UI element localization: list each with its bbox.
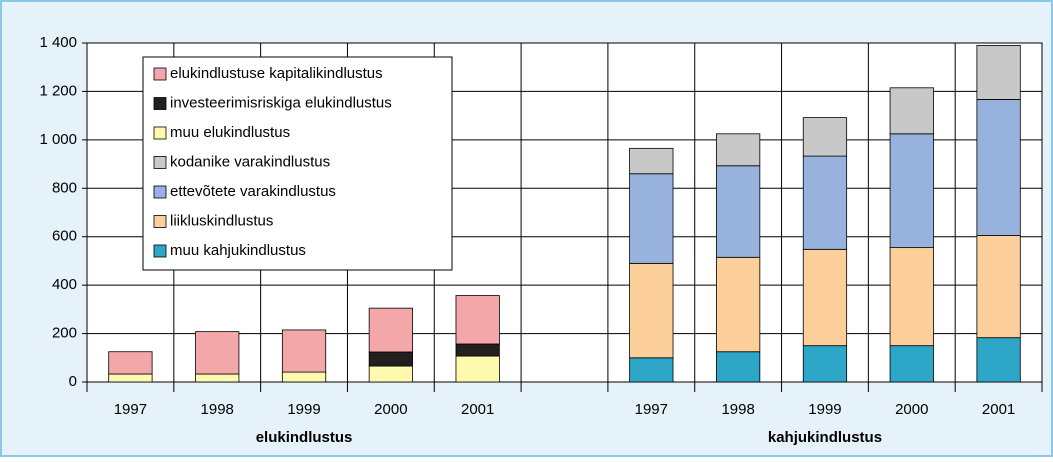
x-tick-label: 1999 (808, 401, 841, 418)
legend-label: investeerimisriskiga elukindlustus (170, 94, 392, 111)
bar-segment (455, 355, 500, 383)
y-tick-label: 400 (52, 276, 77, 293)
bar-segment (629, 357, 674, 383)
x-tick-label: 1997 (114, 401, 147, 418)
bar-segment (368, 351, 413, 367)
bar-segment (976, 99, 1021, 236)
bar-segment (108, 351, 153, 375)
legend-swatch (153, 156, 167, 169)
y-tick-label: 1 400 (39, 34, 77, 51)
bar-segment (195, 331, 240, 375)
legend-label: muu elukindlustus (170, 124, 290, 141)
bar-segment (195, 373, 240, 383)
bar-segment (802, 345, 848, 383)
legend-swatch (153, 185, 167, 199)
bar-segment (716, 351, 761, 383)
legend-swatch (153, 97, 167, 110)
x-tick-label: 2000 (374, 401, 407, 418)
y-tick-label: 800 (52, 179, 77, 196)
bar-segment (281, 371, 327, 383)
bar-segment (889, 87, 934, 135)
bar-segment (802, 155, 848, 250)
bar-segment (716, 133, 761, 167)
bar-segment (802, 248, 848, 347)
bar-segment (802, 117, 848, 157)
legend-swatch (153, 126, 167, 140)
bar-segment (281, 329, 327, 373)
bar-segment (629, 147, 674, 175)
legend-box (142, 56, 453, 271)
bar-segment (716, 165, 761, 258)
bar-segment (716, 256, 761, 353)
bar-segment (976, 45, 1021, 100)
bar-segment (368, 307, 413, 353)
x-tick-label: 1998 (721, 401, 754, 418)
bar-segment (368, 365, 413, 383)
x-tick-label: 2001 (982, 401, 1015, 418)
y-tick-label: 1 000 (39, 131, 77, 148)
bar-segment (455, 343, 500, 357)
legend-label: ettevõtete varakindlustus (170, 183, 336, 200)
bar-segment (976, 235, 1021, 339)
bar-segment (889, 133, 934, 249)
bar-segment (976, 337, 1021, 383)
legend-label: liikluskindlustus (170, 212, 273, 229)
x-tick-label: 1999 (287, 401, 320, 418)
x-tick-label: 1997 (635, 401, 668, 418)
legend-swatch (153, 244, 167, 258)
bar-segment (889, 345, 934, 383)
group-label: elukindlustus (256, 429, 353, 446)
legend-swatch (153, 67, 167, 81)
group-label: kahjukindlustus (768, 429, 882, 446)
legend-label: muu kahjukindlustus (170, 242, 306, 259)
plot-border (86, 42, 1043, 383)
y-tick-label: 1 200 (39, 82, 77, 99)
bar-segment (108, 373, 153, 383)
x-tick-label: 1998 (201, 401, 234, 418)
bar-segment (455, 295, 500, 345)
y-tick-label: 200 (52, 325, 77, 342)
bar-segment (629, 173, 674, 264)
bar-segment (629, 262, 674, 359)
legend-label: elukindlustuse kapitalikindlustus (170, 65, 383, 82)
legend-swatch (153, 215, 167, 228)
x-tick-label: 2000 (895, 401, 928, 418)
bar-segment (889, 247, 934, 347)
x-tick-label: 2001 (461, 401, 494, 418)
legend-label: kodanike varakindlustus (170, 153, 330, 170)
y-tick-label: 0 (69, 373, 77, 390)
y-tick-label: 600 (52, 228, 77, 245)
